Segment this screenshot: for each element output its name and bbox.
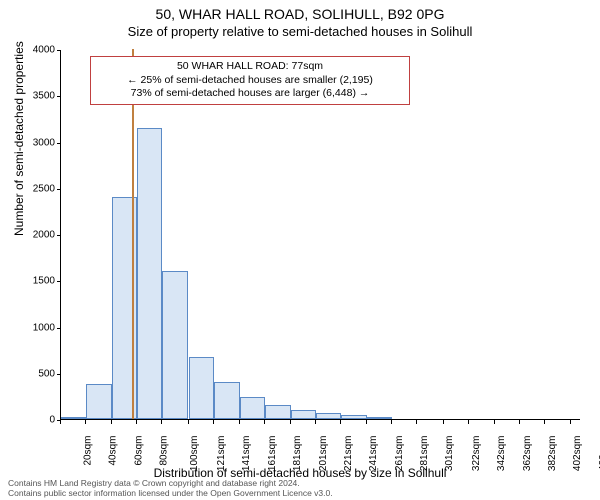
x-tick-mark: [468, 420, 469, 424]
plot-area: 05001000150020002500300035004000: [60, 50, 580, 420]
histogram-bar: [291, 410, 316, 419]
y-tick-label: 3000: [21, 137, 55, 148]
y-tick-mark: [57, 96, 61, 97]
title-block: 50, WHAR HALL ROAD, SOLIHULL, B92 0PG Si…: [0, 0, 600, 39]
x-tick-mark: [494, 420, 495, 424]
x-tick-mark: [111, 420, 112, 424]
y-tick-label: 1000: [21, 322, 55, 333]
y-tick-mark: [57, 374, 61, 375]
x-tick-mark: [340, 420, 341, 424]
x-tick-mark: [570, 420, 571, 424]
histogram-bar: [86, 384, 111, 419]
x-tick-mark: [443, 420, 444, 424]
y-tick-mark: [57, 235, 61, 236]
histogram-bar: [240, 397, 265, 419]
annotation-box: 50 WHAR HALL ROAD: 77sqm ← 25% of semi-d…: [90, 56, 410, 105]
y-tick-label: 3500: [21, 91, 55, 102]
attribution-footer: Contains HM Land Registry data © Crown c…: [8, 478, 333, 498]
y-tick-label: 1500: [21, 276, 55, 287]
x-tick-label: 40sqm: [108, 436, 119, 466]
y-tick-label: 0: [21, 415, 55, 426]
histogram-bar: [137, 128, 162, 419]
x-tick-mark: [290, 420, 291, 424]
y-tick-mark: [57, 50, 61, 51]
x-tick-mark: [85, 420, 86, 424]
histogram-bar: [265, 405, 290, 419]
x-tick-mark: [416, 420, 417, 424]
footer-line: Contains HM Land Registry data © Crown c…: [8, 478, 333, 488]
y-tick-mark: [57, 328, 61, 329]
title-sub: Size of property relative to semi-detach…: [0, 24, 600, 39]
histogram-bar: [214, 382, 239, 419]
x-tick-label: 80sqm: [159, 436, 170, 466]
x-tick-mark: [136, 420, 137, 424]
chart-area: 05001000150020002500300035004000 20sqm40…: [60, 50, 580, 420]
histogram-bar: [316, 413, 341, 419]
annotation-line: 73% of semi-detached houses are larger (…: [97, 87, 403, 101]
x-tick-mark: [188, 420, 189, 424]
x-tick-mark: [161, 420, 162, 424]
footer-line: Contains public sector information licen…: [8, 488, 333, 498]
x-tick-label: 60sqm: [133, 436, 144, 466]
y-tick-mark: [57, 143, 61, 144]
histogram-bar: [189, 357, 214, 419]
x-tick-mark: [60, 420, 61, 424]
y-tick-label: 4000: [21, 45, 55, 56]
histogram-bar: [61, 417, 86, 419]
annotation-line: ← 25% of semi-detached houses are smalle…: [97, 74, 403, 88]
y-tick-label: 2500: [21, 183, 55, 194]
x-tick-mark: [315, 420, 316, 424]
title-main: 50, WHAR HALL ROAD, SOLIHULL, B92 0PG: [0, 6, 600, 22]
y-tick-mark: [57, 281, 61, 282]
histogram-bar: [162, 271, 187, 419]
histogram-bar: [367, 417, 392, 419]
y-tick-label: 500: [21, 368, 55, 379]
x-tick-label: 20sqm: [83, 436, 94, 466]
y-tick-label: 2000: [21, 230, 55, 241]
x-tick-mark: [213, 420, 214, 424]
x-tick-mark: [264, 420, 265, 424]
x-tick-mark: [391, 420, 392, 424]
x-tick-mark: [366, 420, 367, 424]
annotation-line: 50 WHAR HALL ROAD: 77sqm: [97, 60, 403, 74]
x-tick-mark: [519, 420, 520, 424]
histogram-bar: [341, 415, 366, 419]
x-tick-mark: [544, 420, 545, 424]
y-tick-mark: [57, 189, 61, 190]
x-tick-mark: [239, 420, 240, 424]
